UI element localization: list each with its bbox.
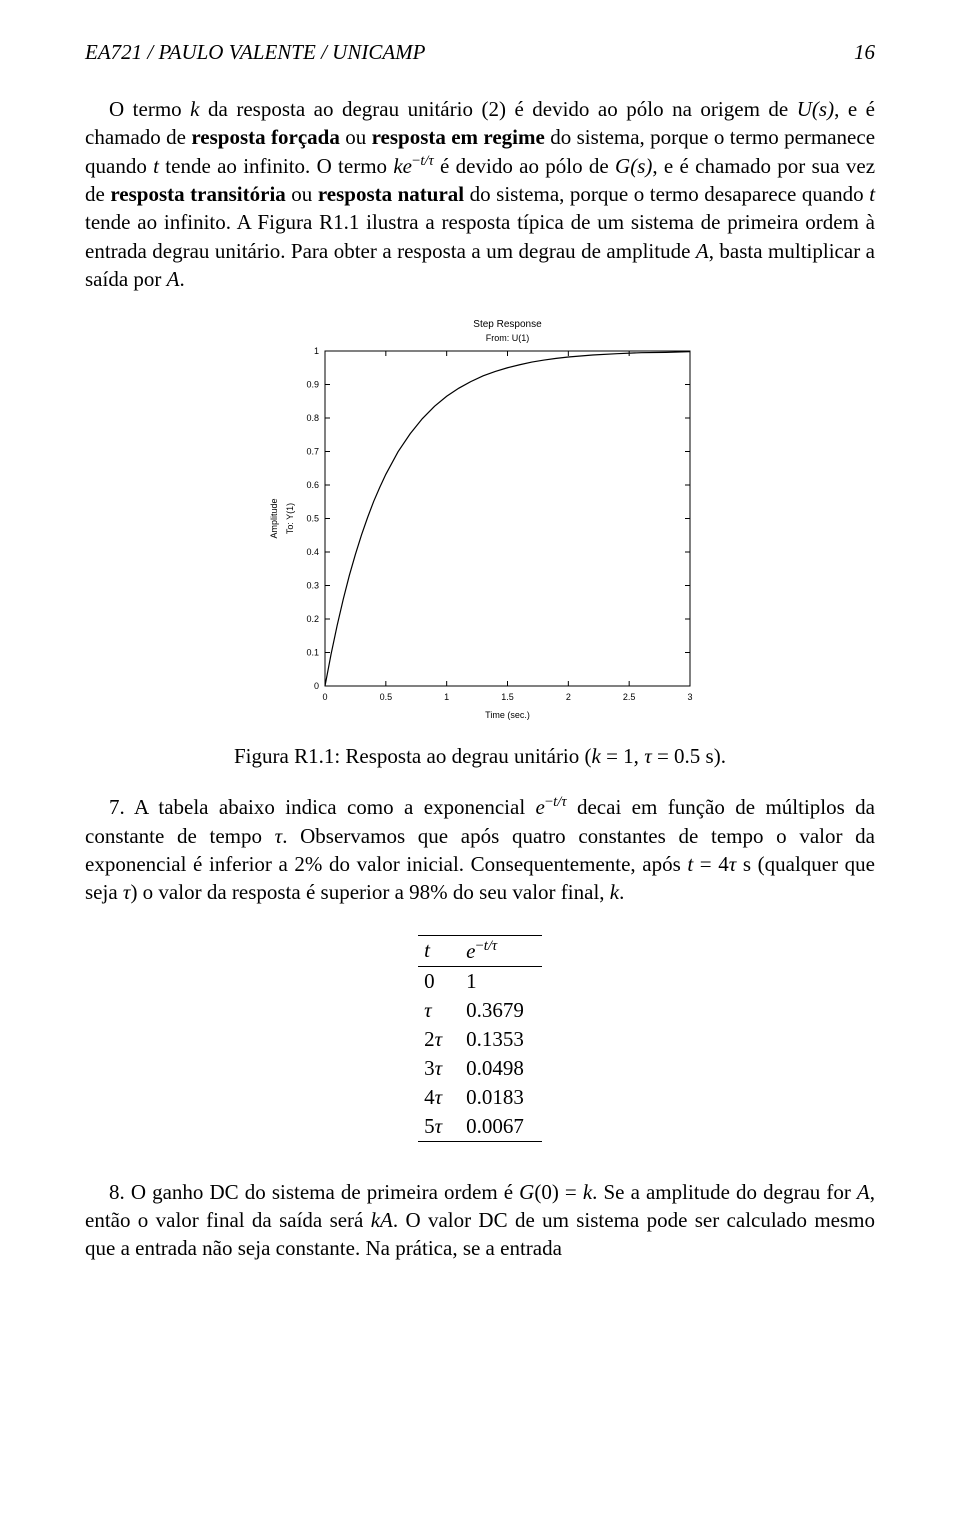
header-page-number: 16 [854,40,875,65]
decay-table-head-t: t [418,935,460,966]
svg-text:0.5: 0.5 [306,514,319,524]
svg-text:2.5: 2.5 [623,692,636,702]
table-row-val: 0.0067 [460,1112,542,1142]
svg-text:Step Response: Step Response [473,319,542,330]
svg-text:0.3: 0.3 [306,581,319,591]
table-row-t: 5τ [418,1112,460,1142]
svg-text:To: Y(1): To: Y(1) [285,503,295,534]
svg-text:0.4: 0.4 [306,547,319,557]
svg-text:0.6: 0.6 [306,480,319,490]
svg-text:0.8: 0.8 [306,413,319,423]
svg-text:Time (sec.): Time (sec.) [485,710,530,720]
svg-text:0.7: 0.7 [306,447,319,457]
svg-text:0.2: 0.2 [306,614,319,624]
table-row-t: τ [418,996,460,1025]
decay-table: t e−t/τ 01τ0.36792τ0.13533τ0.04984τ0.018… [418,935,542,1142]
svg-text:3: 3 [687,692,692,702]
paragraph-2: 7. A tabela abaixo indica como a exponen… [85,793,875,906]
decay-table-head-e: e−t/τ [460,935,542,966]
paragraph-1: O termo k da resposta ao degrau unitário… [85,95,875,293]
page: EA721 / PAULO VALENTE / UNICAMP 16 O ter… [0,0,960,1532]
table-row-val: 1 [460,966,542,996]
table-row-val: 0.1353 [460,1025,542,1054]
table-row-t: 3τ [418,1054,460,1083]
svg-text:0.5: 0.5 [380,692,393,702]
figure-caption: Figura R1.1: Resposta ao degrau unitário… [85,744,875,769]
svg-text:1.5: 1.5 [501,692,514,702]
page-header: EA721 / PAULO VALENTE / UNICAMP 16 [85,40,875,65]
svg-text:1: 1 [444,692,449,702]
svg-text:From: U(1): From: U(1) [486,333,530,343]
table-row-val: 0.3679 [460,996,542,1025]
svg-text:1: 1 [314,346,319,356]
table-row-val: 0.0183 [460,1083,542,1112]
table-row-t: 2τ [418,1025,460,1054]
svg-text:0.9: 0.9 [306,380,319,390]
svg-text:0.1: 0.1 [306,648,319,658]
table-row-t: 4τ [418,1083,460,1112]
svg-text:0: 0 [322,692,327,702]
header-left: EA721 / PAULO VALENTE / UNICAMP [85,40,425,65]
paragraph-3: 8. O ganho DC do sistema de primeira ord… [85,1178,875,1263]
table-row-val: 0.0498 [460,1054,542,1083]
step-response-figure: Step Response From: U(1) 0 0.5 1 1.5 2 2.5 3 0 0.1… [85,311,875,736]
svg-text:Amplitude: Amplitude [269,499,279,539]
step-response-chart: Step Response From: U(1) 0 0.5 1 1.5 2 2.5 3 0 0.1… [255,311,705,731]
table-row-t: 0 [418,966,460,996]
svg-text:0: 0 [314,681,319,691]
svg-text:2: 2 [566,692,571,702]
